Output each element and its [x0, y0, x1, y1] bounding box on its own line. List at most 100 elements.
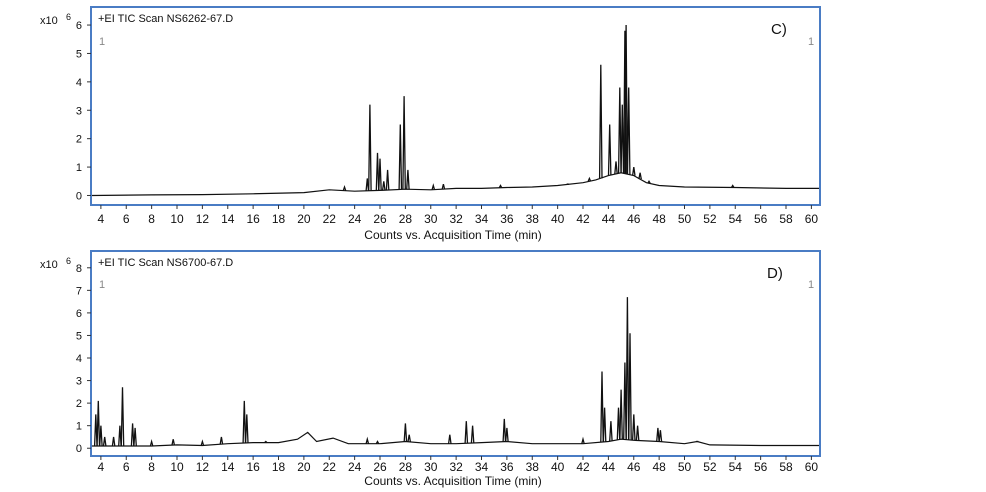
chromatogram-peak — [730, 184, 735, 188]
chromatogram-peak — [619, 389, 623, 440]
chromatogram-peak — [120, 387, 125, 447]
y-tick-label: 6 — [76, 20, 82, 32]
chromatogram-peak — [609, 421, 613, 442]
x-tick-label: 26 — [373, 212, 387, 226]
x-tick-label: 6 — [123, 212, 130, 226]
y-tick-label: 4 — [76, 353, 82, 365]
x-tick-label: 34 — [475, 212, 489, 226]
chromatogram-peak — [96, 400, 101, 447]
x-axis-ticks: 4 6 8 10 12 14 16 18 20 22 24 26 28 30 32 34 36 38 40 42 44 4… — [98, 456, 818, 474]
chromatogram-peak — [102, 436, 107, 447]
x-tick-label: 58 — [779, 212, 793, 226]
x-tick-label: 24 — [348, 212, 362, 226]
chromatogram-peak — [385, 169, 390, 191]
chromatogram-peak — [365, 436, 370, 444]
x-tick-label: 36 — [500, 212, 514, 226]
x-axis-label: Counts vs. Acquisition Time (min) — [364, 474, 541, 488]
x-tick-label: 42 — [576, 212, 590, 226]
chromatogram-peak — [598, 64, 603, 179]
chromatogram-peak — [617, 87, 622, 174]
chart-panel-d: x10 6 +EI TIC Scan NS6700-67.D 1 1 D) Co… — [40, 250, 821, 488]
chromatogram-peak — [264, 440, 268, 444]
chromatogram-peak — [600, 371, 604, 443]
corner-mark-left: 1 — [99, 279, 105, 291]
y-tick-label: 3 — [76, 105, 82, 117]
chromatogram-peak — [219, 436, 224, 445]
y-axis-ticks: 0 1 2 3 4 5 6 7 8 — [76, 263, 91, 455]
chromatogram-peak — [502, 418, 507, 442]
x-tick-label: 20 — [297, 460, 311, 474]
x-tick-label: 56 — [754, 212, 768, 226]
y-multiplier-label: x10 — [40, 15, 58, 27]
x-tick-label: 8 — [148, 460, 155, 474]
panel-label: D) — [767, 265, 783, 282]
x-tick-label: 32 — [449, 460, 463, 474]
chart-frame — [90, 6, 821, 206]
x-tick-label: 54 — [729, 212, 743, 226]
chromatogram-peak — [431, 183, 436, 190]
chromatogram-peak — [441, 183, 446, 190]
chromatogram-peak — [93, 414, 98, 447]
x-tick-label: 6 — [123, 460, 130, 474]
chromatogram-peak — [200, 439, 205, 446]
x-tick-label: 46 — [627, 212, 641, 226]
chromatogram-peak — [365, 178, 370, 191]
x-tick-label: 38 — [526, 460, 540, 474]
chromatogram-peak — [403, 423, 408, 442]
y-multiplier-label: x10 — [40, 259, 58, 271]
y-tick-label: 0 — [76, 443, 82, 455]
y-axis-ticks: 0 1 2 3 4 5 6 — [76, 20, 91, 202]
chromatogram-peak — [647, 180, 651, 184]
chromatogram-peak — [623, 362, 627, 440]
x-tick-label: 14 — [221, 460, 235, 474]
y-tick-label: 7 — [76, 285, 82, 297]
x-tick-label: 44 — [602, 460, 616, 474]
chromatogram-peak — [624, 24, 628, 174]
chromatogram-peak — [149, 438, 154, 447]
x-tick-label: 56 — [754, 460, 768, 474]
x-tick-label: 54 — [729, 460, 743, 474]
y-tick-label: 2 — [76, 134, 82, 146]
chromatogram-peak — [581, 436, 585, 444]
x-tick-label: 52 — [703, 212, 717, 226]
chromatogram-peak — [498, 184, 503, 189]
x-tick-label: 46 — [627, 460, 641, 474]
x-tick-label: 24 — [348, 460, 362, 474]
y-tick-label: 5 — [76, 48, 82, 60]
x-tick-label: 22 — [323, 212, 337, 226]
panel-label: C) — [771, 21, 787, 38]
chromatogram-peak — [587, 176, 592, 182]
y-exponent-label: 6 — [66, 12, 71, 22]
x-tick-label: 42 — [576, 460, 590, 474]
chromatogram-peak — [631, 414, 636, 441]
y-tick-label: 3 — [76, 376, 82, 388]
x-tick-label: 40 — [551, 460, 565, 474]
x-tick-label: 16 — [246, 460, 260, 474]
chromatogram-peak — [368, 104, 372, 191]
x-tick-label: 12 — [196, 460, 210, 474]
y-tick-label: 5 — [76, 330, 82, 342]
y-tick-label: 8 — [76, 263, 82, 275]
corner-mark-right: 1 — [808, 36, 814, 48]
chromatogram-peak — [375, 152, 380, 191]
chart-title: +EI TIC Scan NS6700-67.D — [98, 257, 233, 269]
chromatogram-peak — [402, 96, 406, 190]
chromatogram-peak — [375, 440, 380, 445]
x-tick-label: 28 — [399, 460, 413, 474]
x-tick-label: 14 — [221, 212, 235, 226]
tic-baseline-trace — [91, 172, 819, 197]
x-tick-label: 18 — [272, 460, 286, 474]
x-tick-label: 28 — [399, 212, 413, 226]
x-tick-label: 10 — [170, 212, 184, 226]
x-axis-ticks: 4 6 8 10 12 14 16 18 20 22 24 26 28 30 32 34 36 38 40 42 44 4… — [98, 205, 818, 226]
plot-area — [91, 24, 819, 197]
x-tick-label: 34 — [475, 460, 489, 474]
chromatogram-peak — [342, 184, 347, 191]
x-tick-label: 8 — [148, 212, 155, 226]
chromatogram-peak — [656, 427, 660, 442]
chart-panel-c: x10 6 +EI TIC Scan NS6262-67.D 1 1 C) Co… — [40, 6, 821, 242]
x-tick-label: 16 — [246, 212, 260, 226]
chromatogram-peak — [616, 407, 621, 440]
x-tick-label: 58 — [779, 460, 793, 474]
